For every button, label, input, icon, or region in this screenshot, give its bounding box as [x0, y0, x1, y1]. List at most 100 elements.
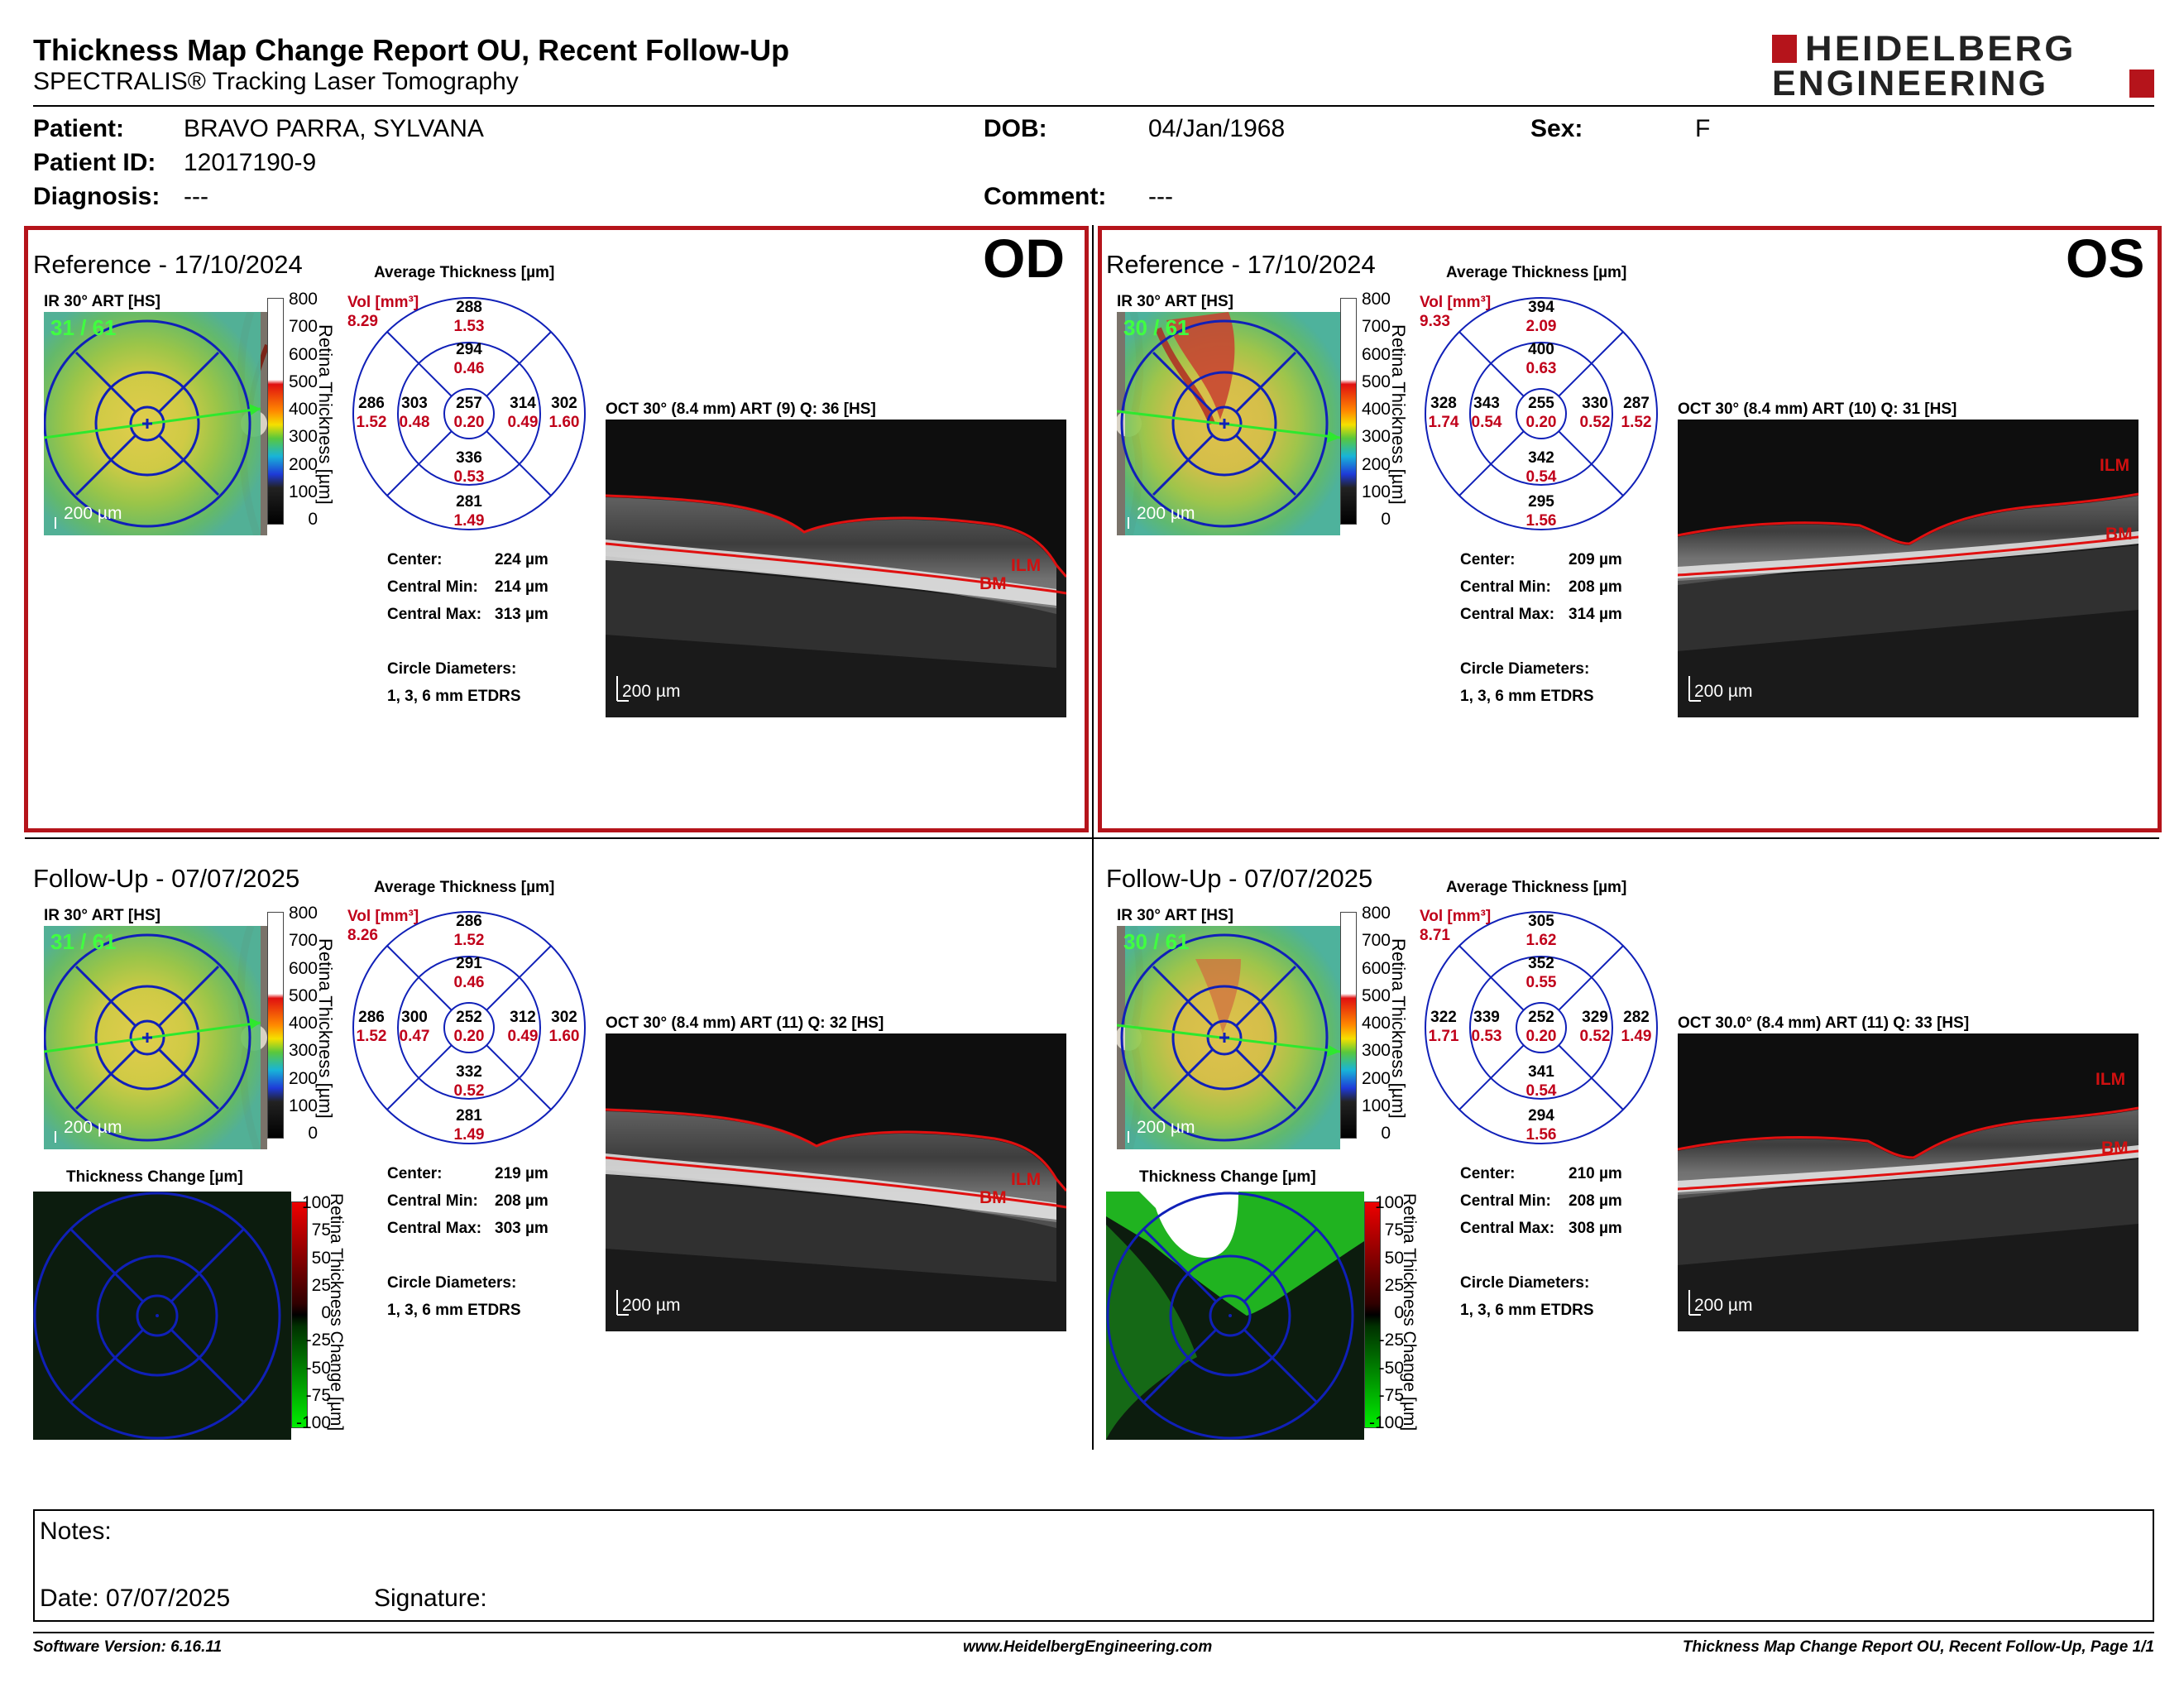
- os-ref-thickness-scale: [1340, 298, 1357, 525]
- os-ref-oct-scale: 200 µm: [1694, 682, 1752, 701]
- dob-value: 04/Jan/1968: [1148, 115, 1286, 142]
- os-ref-vol-value: 9.33: [1420, 313, 1450, 330]
- os-fu-max-value: 308 µm: [1569, 1220, 1622, 1237]
- signature-label: Signature:: [374, 1585, 487, 1612]
- os-ref-inf-in: 342: [1528, 449, 1554, 467]
- scale-tick: 700: [288, 931, 318, 951]
- od-fu-bm-label: BM: [979, 1188, 1007, 1207]
- od-fu-center-label: Center:: [387, 1165, 443, 1182]
- patient-id-label: Patient ID:: [33, 149, 156, 176]
- scale-tick: 100: [1361, 482, 1391, 501]
- scale-tick: -25: [1378, 1331, 1404, 1350]
- od-fu-title: Follow-Up - 07/07/2025: [33, 864, 300, 893]
- os-fu-bm-label: BM: [2101, 1139, 2129, 1158]
- sex-value: F: [1695, 115, 1711, 142]
- od-fu-etdrs-label: 1, 3, 6 mm ETDRS: [387, 1302, 521, 1319]
- scale-tick: 200: [288, 454, 318, 474]
- scale-tick: 50: [311, 1248, 331, 1268]
- od-ref-inf-out: 281: [456, 493, 482, 511]
- scale-tick: 600: [288, 958, 318, 978]
- os-ref-inf-out-vol: 1.56: [1525, 512, 1557, 530]
- od-ref-nas-in: 314: [510, 395, 536, 412]
- logo-text-1: HEIDELBERG: [1805, 29, 2076, 69]
- patient-name: BRAVO PARRA, SYLVANA: [184, 115, 484, 142]
- os-fu-sup-out-vol: 1.62: [1525, 932, 1557, 949]
- od-fu-vol-value: 8.26: [347, 927, 378, 944]
- od-fu-inf-in-vol: 0.52: [453, 1082, 485, 1100]
- os-fu-fundus-map: 30 / 61 200 µm: [1117, 926, 1340, 1149]
- scale-tick: 0: [1381, 510, 1391, 529]
- os-ref-fundus-map: 30 / 61 200 µm: [1117, 312, 1340, 535]
- od-fu-etdrs-grid: [352, 910, 587, 1145]
- scale-tick: 600: [288, 344, 318, 364]
- os-ref-center: 255: [1528, 395, 1554, 412]
- os-ref-sup-out-vol: 2.09: [1525, 318, 1557, 335]
- od-fu-fundus-map: 31 / 61 200 µm: [44, 926, 267, 1149]
- scale-tick: 700: [1361, 317, 1391, 337]
- os-fu-inf-out-vol: 1.56: [1525, 1126, 1557, 1144]
- scale-tick: 25: [311, 1275, 331, 1295]
- os-fu-fundus-scale: 200 µm: [1137, 1118, 1195, 1137]
- od-change-scale-title: Retina Thickness Change [µm]: [327, 1193, 346, 1431]
- od-ref-inf-in: 336: [456, 449, 482, 467]
- notes-box[interactable]: [33, 1509, 2154, 1622]
- od-ref-circle-label: Circle Diameters:: [387, 660, 517, 678]
- os-ref-etdrs-label: 1, 3, 6 mm ETDRS: [1460, 688, 1594, 705]
- os-ref-bm-label: BM: [2105, 525, 2133, 544]
- os-fu-scale-ticks: 800 700 600 500 400 300 200 100 0: [1354, 904, 1400, 1144]
- os-fu-center-label: Center:: [1460, 1165, 1516, 1182]
- scale-tick: 50: [1384, 1248, 1404, 1268]
- scale-tick: 800: [1361, 290, 1391, 309]
- scale-tick: 500: [1361, 372, 1391, 391]
- od-fu-scale-title: Retina Thickness [µm]: [315, 938, 336, 1119]
- od-fu-sup-in: 291: [456, 955, 482, 972]
- os-fu-nas-in: 329: [1582, 1009, 1608, 1026]
- report-title: Thickness Map Change Report OU, Recent F…: [33, 33, 790, 67]
- od-ref-ilm-label: ILM: [1011, 556, 1041, 575]
- os-reference-panel: [1098, 226, 2162, 832]
- os-fu-nas-in-vol: 0.52: [1579, 1028, 1611, 1045]
- os-ref-center-vol: 0.20: [1525, 414, 1557, 431]
- os-fu-vol-value: 8.71: [1420, 927, 1450, 944]
- os-fu-min-label: Central Min:: [1460, 1192, 1551, 1210]
- os-ref-tem-out: 328: [1430, 395, 1457, 412]
- od-fu-ir-label: IR 30° ART [HS]: [44, 907, 160, 924]
- os-fu-ilm-label: ILM: [2095, 1070, 2125, 1089]
- od-fu-min-label: Central Min:: [387, 1192, 478, 1210]
- sex-label: Sex:: [1530, 115, 1583, 142]
- scale-tick: 700: [1361, 931, 1391, 951]
- patient-id: 12017190-9: [184, 149, 317, 176]
- od-fu-center: 252: [456, 1009, 482, 1026]
- logo-square-top: [1772, 35, 1797, 63]
- os-fu-inf-in-vol: 0.54: [1525, 1082, 1557, 1100]
- os-ref-oct-label: OCT 30° (8.4 mm) ART (10) Q: 31 [HS]: [1678, 400, 1957, 418]
- od-ref-fundus-map: 31 / 61 200 µm: [44, 312, 267, 535]
- website-link[interactable]: www.HeidelbergEngineering.com: [963, 1638, 1213, 1656]
- os-ref-inf-in-vol: 0.54: [1525, 468, 1557, 486]
- os-fu-etdrs-grid: [1424, 910, 1659, 1145]
- os-ref-art-count: 30 / 61: [1123, 315, 1190, 340]
- scale-tick: 100: [301, 1193, 331, 1212]
- scale-tick: 800: [288, 904, 318, 923]
- od-ref-nas-out-vol: 1.60: [548, 414, 580, 431]
- od-change-scale-ticks: 100 75 50 25 0 -25 -50 -75 -100: [291, 1193, 334, 1433]
- od-ref-oct-label: OCT 30° (8.4 mm) ART (9) Q: 36 [HS]: [606, 400, 876, 418]
- os-fu-etdrs-label: 1, 3, 6 mm ETDRS: [1460, 1302, 1594, 1319]
- scale-tick: -100: [1368, 1413, 1404, 1432]
- os-fu-center-value: 210 µm: [1569, 1165, 1622, 1182]
- od-thickness-change-map: [33, 1192, 291, 1440]
- scale-tick: 500: [1361, 985, 1391, 1005]
- od-ref-etdrs-label: 1, 3, 6 mm ETDRS: [387, 688, 521, 705]
- os-ref-scale-ticks: 800 700 600 500 400 300 200 100 0: [1354, 290, 1400, 530]
- scale-tick: 300: [1361, 1041, 1391, 1061]
- os-ref-sup-out: 394: [1528, 299, 1554, 316]
- os-ref-ir-label: IR 30° ART [HS]: [1117, 293, 1233, 310]
- scale-tick: 400: [288, 1014, 318, 1033]
- scale-tick: 100: [288, 482, 318, 501]
- od-ref-min-label: Central Min:: [387, 578, 478, 596]
- report-subtitle: SPECTRALIS® Tracking Laser Tomography: [33, 68, 519, 95]
- os-change-scale-title: Retina Thickness Change [µm]: [1400, 1193, 1419, 1431]
- scale-tick: 0: [1381, 1124, 1391, 1143]
- os-fu-ir-label: IR 30° ART [HS]: [1117, 907, 1233, 924]
- scale-tick: 75: [1384, 1220, 1404, 1240]
